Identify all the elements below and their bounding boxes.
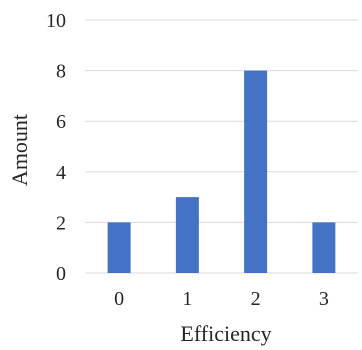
y-tick-label: 0 [56,263,66,285]
y-tick-label: 10 [46,10,66,32]
y-tick-label: 4 [56,162,66,184]
bar [107,222,131,273]
y-tick-labels: 0 2 4 6 8 10 [46,10,66,285]
bar [244,70,268,273]
y-tick-label: 2 [56,212,66,234]
x-tick-label: 3 [319,288,329,310]
y-tick-label: 6 [56,111,66,133]
bars [107,70,336,273]
y-tick-label: 8 [56,61,66,83]
x-tick-labels: 0 1 2 3 [114,288,329,310]
x-tick-label: 1 [182,288,192,310]
bar [312,222,336,273]
bar [175,197,199,273]
y-axis-title: Amount [7,114,32,186]
x-axis-title: Efficiency [180,321,271,346]
x-tick-label: 2 [251,288,261,310]
x-tick-label: 0 [114,288,124,310]
